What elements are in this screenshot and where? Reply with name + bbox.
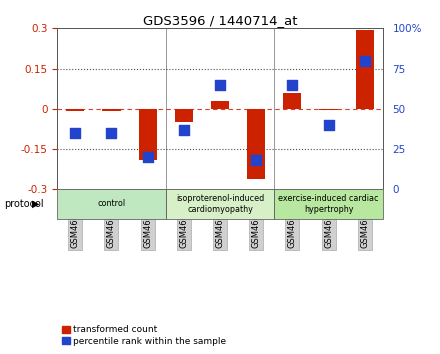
Text: ▶: ▶ xyxy=(32,199,39,209)
Point xyxy=(216,82,224,87)
Bar xyxy=(274,189,383,218)
Legend: transformed count, percentile rank within the sample: transformed count, percentile rank withi… xyxy=(62,325,227,346)
Bar xyxy=(166,189,274,218)
Text: isoproterenol-induced
cardiomyopathy: isoproterenol-induced cardiomyopathy xyxy=(176,194,264,214)
Bar xyxy=(103,109,121,112)
Bar xyxy=(211,101,229,109)
Point xyxy=(144,154,151,160)
Point xyxy=(325,122,332,128)
Point xyxy=(289,82,296,87)
Point xyxy=(361,58,368,63)
Bar xyxy=(356,30,374,109)
Bar xyxy=(319,109,337,110)
Bar xyxy=(57,189,166,218)
Point xyxy=(72,130,79,136)
Point xyxy=(180,127,187,132)
Point xyxy=(253,158,260,163)
Text: exercise-induced cardiac
hypertrophy: exercise-induced cardiac hypertrophy xyxy=(278,194,379,214)
Text: protocol: protocol xyxy=(4,199,44,209)
Point xyxy=(108,130,115,136)
Bar xyxy=(175,109,193,122)
Bar xyxy=(283,93,301,109)
Bar xyxy=(66,109,84,112)
Bar xyxy=(139,109,157,160)
Text: control: control xyxy=(97,199,125,209)
Bar xyxy=(247,109,265,178)
Title: GDS3596 / 1440714_at: GDS3596 / 1440714_at xyxy=(143,14,297,27)
